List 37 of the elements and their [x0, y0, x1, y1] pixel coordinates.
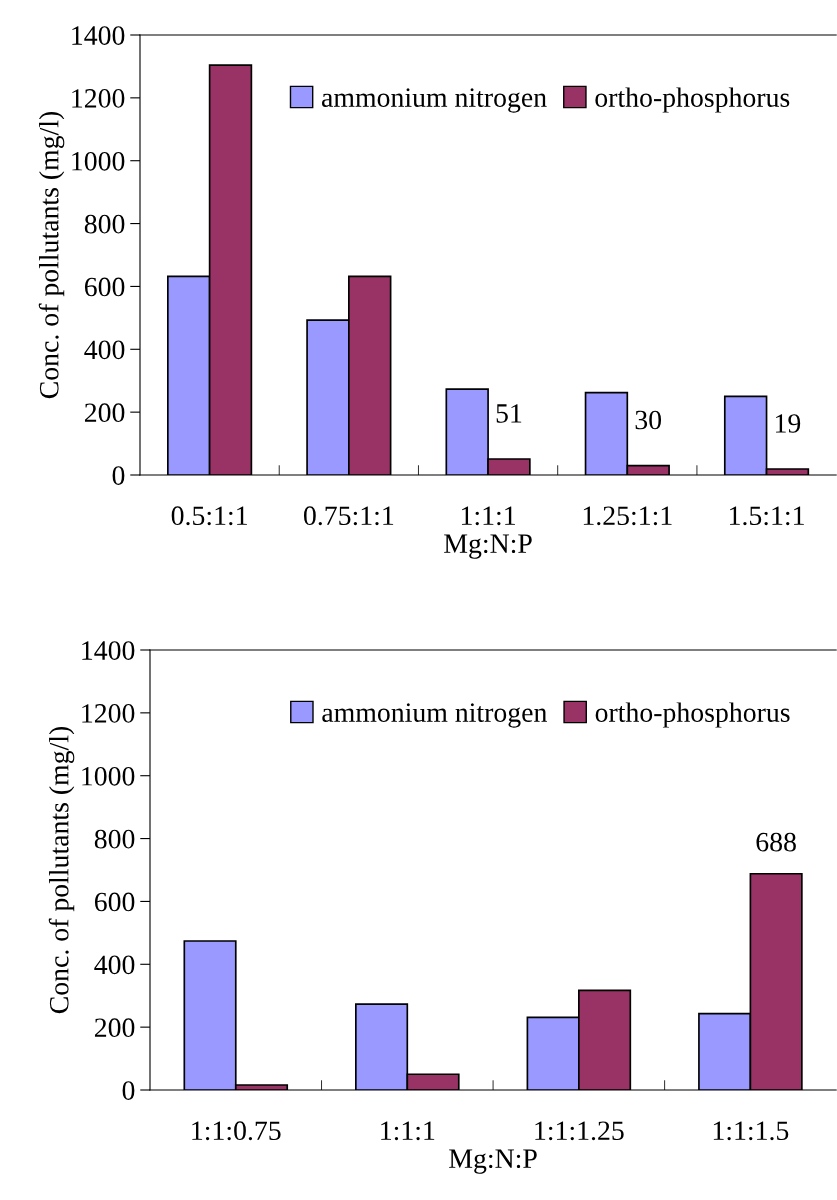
y-axis-title: Conc. of pollutants (mg/l): [48, 726, 75, 1014]
y-tick-label: 200: [84, 403, 125, 423]
y-tick-label: 1000: [72, 151, 125, 171]
legend-label: ammonium nitrogen: [322, 88, 547, 113]
data-label: 51: [496, 404, 522, 423]
x-axis-title: Mg:N:P: [444, 534, 532, 559]
legend-label: ortho-phosphorus: [595, 702, 790, 728]
y-tick-label: 600: [84, 277, 125, 297]
y-tick-label: 0: [122, 1081, 135, 1100]
y-tick-label: 800: [94, 829, 135, 849]
y-tick-label: 1200: [72, 89, 125, 108]
x-tick-label: 1:1:0.75: [192, 1121, 281, 1141]
data-label: 688: [756, 832, 796, 852]
legend-label: ammonium nitrogen: [322, 703, 547, 728]
x-tick-label: 0.75:1:1: [304, 506, 394, 526]
data-label: 19: [775, 414, 801, 433]
x-axis-title: Mg:N:P: [449, 1149, 537, 1174]
x-tick-label: 1:1:1.25: [535, 1121, 624, 1141]
x-tick-label: 0.5:1:1: [171, 506, 247, 526]
y-tick-label: 1200: [82, 704, 135, 723]
y-tick-label: 1400: [82, 641, 135, 660]
y-axis-title: Conc. of pollutants (mg/l): [38, 111, 65, 399]
data-label: 30: [635, 410, 662, 430]
x-tick-label: 1.5:1:1: [730, 506, 804, 526]
y-tick-label: 200: [94, 1018, 135, 1038]
legend-label: ortho-phosphorus: [595, 87, 790, 113]
y-tick-label: 600: [94, 892, 135, 912]
y-tick-label: 1000: [82, 766, 135, 786]
y-tick-label: 0: [112, 466, 125, 485]
x-tick-label: 1:1:1: [381, 1121, 435, 1141]
y-tick-label: 800: [84, 214, 125, 234]
y-tick-label: 400: [84, 340, 125, 360]
y-tick-label: 1400: [72, 26, 125, 45]
x-tick-label: 1.25:1:1: [583, 506, 672, 526]
y-tick-label: 400: [94, 955, 135, 975]
x-tick-label: 1:1:1: [461, 506, 515, 526]
x-tick-label: 1:1:1.5: [713, 1121, 789, 1141]
